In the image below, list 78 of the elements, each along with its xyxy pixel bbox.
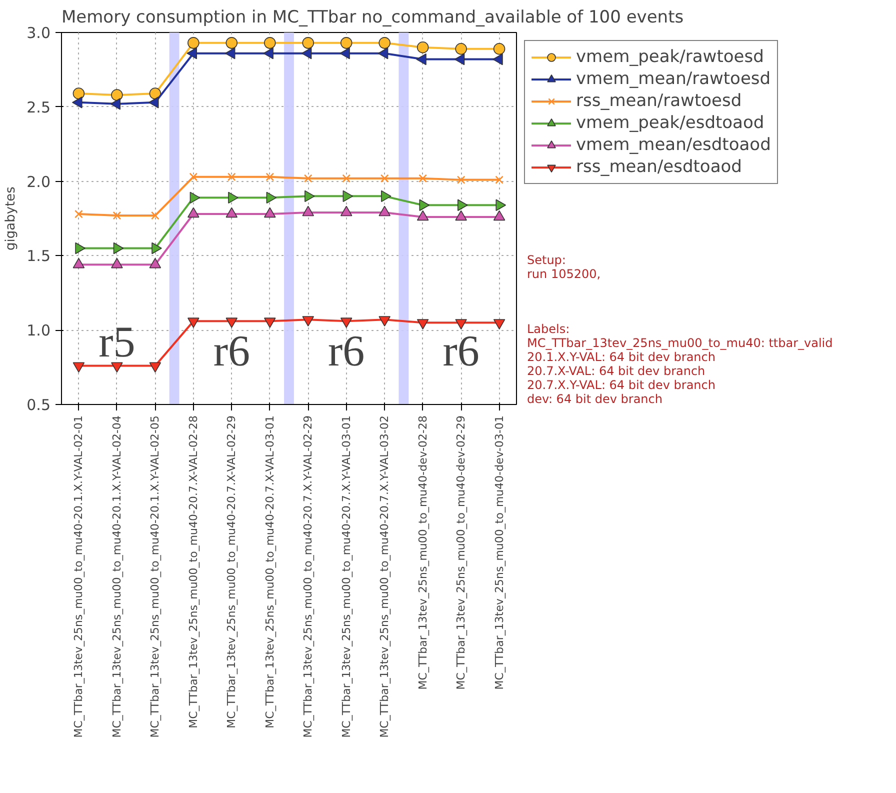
point — [72, 362, 85, 373]
point — [340, 47, 350, 60]
y-axis-title: gigabytes — [4, 186, 19, 250]
y-tick-label: 2.0 — [26, 172, 51, 191]
x-tick-label: MC_TTbar_13tev_25ns_mu00_to_mu40-20.7.X-VAL-02-28 — [186, 415, 200, 728]
point — [416, 41, 429, 54]
legend-label: vmem_peak/esdtoaod — [576, 113, 764, 133]
chart-title: Memory consumption in MC_TTbar no_command_available of 100 events — [62, 8, 684, 28]
legend-label: vmem_mean/esdtoaod — [576, 135, 771, 155]
point — [112, 211, 122, 220]
point — [342, 174, 351, 183]
point — [74, 210, 83, 218]
point — [111, 89, 123, 101]
point — [304, 174, 312, 183]
point — [340, 37, 352, 49]
point — [492, 53, 503, 66]
point — [302, 37, 314, 49]
point — [380, 174, 389, 183]
point — [227, 172, 236, 182]
x-tick-label: MC_TTbar_13tev_25ns_mu00_to_mu40-20.1.X.Y-VAL-02-01 — [72, 415, 86, 738]
text: Setup: run 105200, — [527, 253, 601, 281]
point — [456, 176, 466, 184]
point — [226, 318, 238, 328]
y-tick-label: 1.0 — [26, 322, 51, 340]
point — [149, 88, 162, 100]
x-tick-label: MC_TTbar_13tev_25ns_mu00_to_mu40-20.7.X.Y-VAL-02-29 — [302, 415, 315, 738]
point — [113, 242, 124, 254]
point — [264, 37, 276, 49]
point — [152, 242, 162, 254]
point — [188, 37, 200, 49]
point — [190, 192, 200, 204]
x-tick-label: MC_TTbar_13tev_25ns_mu00_to_mu40-dev-02-28 — [416, 415, 430, 690]
text: Labels: MC_TTbar_13tev_25ns_mu00_to_mu40: ttbar_valid 20.1.X.Y-VAL: 64 bit dev branch 20.7.X-VAL: 64 bit dev branch 20.7.X.Y-VAL: 64 bit dev branch dev: 64 bit dev branch — [527, 322, 833, 406]
point — [111, 362, 123, 373]
y-tick-label: 2.5 — [26, 98, 51, 116]
point — [378, 37, 390, 49]
legend-label: rss_mean/rawtoesd — [576, 91, 742, 111]
x-tick-label: MC_TTbar_13tev_25ns_mu00_to_mu40-20.7.X.Y-VAL-03-02 — [378, 415, 392, 738]
point — [455, 42, 467, 55]
point — [418, 174, 428, 183]
point — [149, 362, 162, 373]
x-tick-label: MC_TTbar_13tev_25ns_mu00_to_mu40-dev-02-29 — [454, 415, 468, 690]
point — [493, 42, 506, 55]
point — [378, 47, 388, 60]
x-tick-label: MC_TTbar_13tev_25ns_mu00_to_mu40-20.7.X-VAL-02-29 — [225, 415, 238, 728]
point — [188, 318, 200, 328]
legend-label: vmem_peak/rawtoesd — [576, 47, 764, 67]
y-tick-label: 3.0 — [26, 24, 51, 42]
y-tick-label: 1.5 — [26, 247, 51, 266]
point — [495, 176, 504, 184]
point — [378, 316, 390, 326]
point — [416, 53, 426, 66]
point — [228, 192, 238, 204]
point — [416, 319, 429, 330]
point — [226, 37, 238, 49]
x-tick-label: MC_TTbar_13tev_25ns_mu00_to_mu40-20.7.X.Y-VAL-03-01 — [340, 415, 353, 738]
point — [75, 242, 86, 254]
x-tick-label: MC_TTbar_13tev_25ns_mu00_to_mu40-dev-03-01 — [492, 415, 506, 690]
point — [189, 172, 198, 182]
point — [302, 316, 314, 326]
x-tick-label: MC_TTbar_13tev_25ns_mu00_to_mu40-20.1.X.Y-VAL-02-04 — [110, 415, 124, 738]
point — [72, 88, 85, 100]
point — [264, 318, 276, 328]
point — [340, 318, 352, 328]
annotation: r6 — [328, 326, 365, 376]
annotation: r6 — [442, 326, 480, 376]
x-tick-label: MC_TTbar_13tev_25ns_mu00_to_mu40-20.7.X-VAL-03-01 — [263, 415, 276, 728]
point — [455, 319, 467, 330]
x-tick-label: MC_TTbar_13tev_25ns_mu00_to_mu40-20.1.X.Y-VAL-02-05 — [148, 415, 162, 738]
annotation: r5 — [98, 318, 136, 367]
point — [266, 172, 274, 182]
point — [493, 319, 506, 330]
point — [150, 211, 160, 220]
point — [454, 53, 465, 66]
legend-label: vmem_mean/rawtoesd — [576, 69, 771, 89]
annotation: r6 — [213, 326, 250, 376]
legend-label: rss_mean/esdtoaod — [576, 157, 742, 177]
y-tick-label: 0.5 — [26, 396, 51, 414]
